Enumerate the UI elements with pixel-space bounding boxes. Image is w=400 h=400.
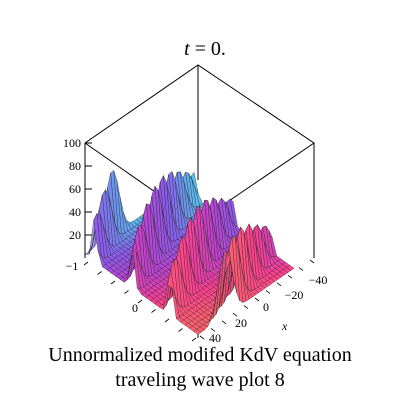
z-tick-label: 40 bbox=[69, 205, 81, 219]
x-tick bbox=[232, 312, 238, 317]
y-tick bbox=[164, 318, 170, 323]
x-tick bbox=[254, 297, 260, 302]
x-tick bbox=[221, 320, 227, 325]
y-tick bbox=[83, 261, 89, 266]
x-tick-label: 0 bbox=[263, 300, 269, 314]
z-tick-label: 20 bbox=[69, 228, 81, 242]
y-tick bbox=[97, 271, 102, 275]
x-tick bbox=[210, 328, 216, 332]
x-tick bbox=[287, 274, 293, 279]
x-tick bbox=[243, 305, 249, 309]
x-tick-label: −40 bbox=[309, 273, 328, 287]
x-tick bbox=[199, 335, 205, 340]
x-tick bbox=[309, 259, 315, 264]
caption-line-2: traveling wave plot 8 bbox=[115, 369, 285, 391]
x-tick bbox=[298, 267, 304, 271]
x-axis-label: x bbox=[281, 319, 288, 333]
x-tick bbox=[276, 282, 282, 287]
y-tick-label: −1 bbox=[66, 259, 79, 273]
y-axis: −1 0 bbox=[66, 259, 197, 342]
y-tick bbox=[178, 328, 183, 332]
z-axis: 20 40 60 80 100 bbox=[63, 136, 92, 258]
chart-title: t = 0. bbox=[184, 38, 226, 60]
y-tick bbox=[110, 280, 116, 285]
x-tick-label: −20 bbox=[285, 288, 304, 302]
z-tick-label: 100 bbox=[63, 136, 81, 150]
x-tick bbox=[265, 290, 271, 294]
y-tick bbox=[191, 337, 197, 342]
surface-patch bbox=[193, 329, 202, 335]
z-tick-label: 60 bbox=[69, 182, 81, 196]
chart-title-variable: t bbox=[184, 38, 190, 60]
y-tick bbox=[151, 309, 156, 313]
surface-plot: t = 0. 20 40 60 80 100 −1 0 40 20 0 −20 −40 x bbox=[63, 38, 328, 345]
z-tick-label: 80 bbox=[69, 159, 81, 173]
caption-line-1: Unnormalized modifed KdV equation bbox=[48, 344, 352, 366]
y-tick-label: 0 bbox=[132, 301, 138, 315]
y-tick bbox=[124, 290, 129, 294]
y-tick bbox=[137, 299, 143, 304]
x-tick-label: 20 bbox=[235, 316, 247, 330]
x-axis: 40 20 0 −20 −40 x bbox=[199, 259, 328, 345]
x-tick-label: 40 bbox=[209, 331, 221, 345]
wave-surface bbox=[84, 170, 295, 335]
chart-title-rest: = 0. bbox=[190, 38, 226, 60]
